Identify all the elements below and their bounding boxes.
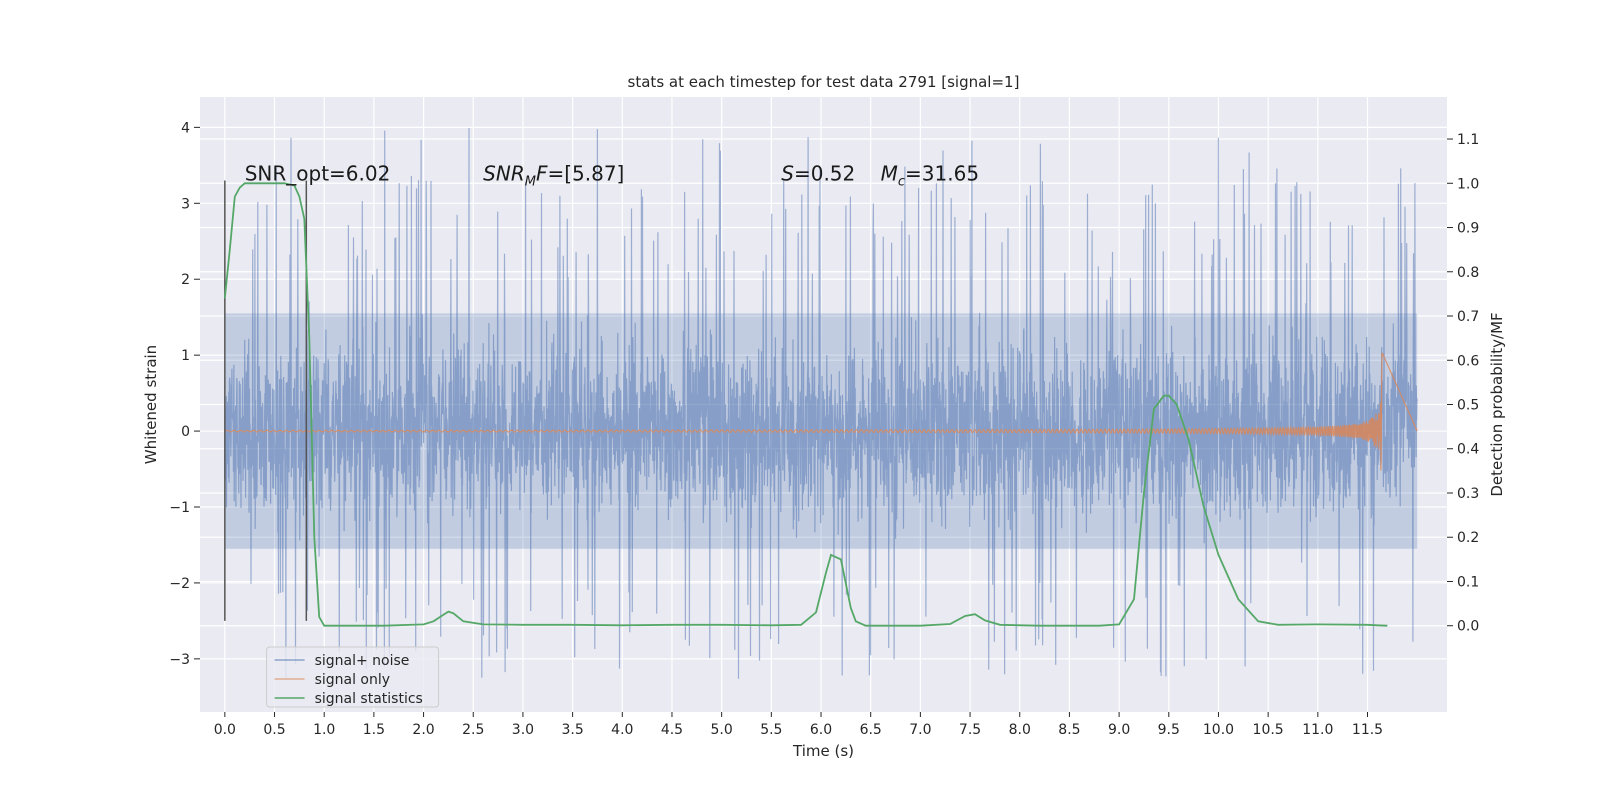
y2-tick-label-8: 0.8 — [1457, 265, 1479, 281]
x-tick-label-16: 8.0 — [1009, 722, 1031, 738]
x-tick-label-19: 9.5 — [1158, 722, 1180, 738]
y2-tick-label-4: 0.4 — [1457, 442, 1479, 458]
y-tick-label-0: −3 — [169, 652, 190, 668]
y-tick-label-3: 0 — [181, 424, 190, 440]
x-tick-label-4: 2.0 — [412, 722, 434, 738]
y-tick-label-6: 3 — [181, 196, 190, 212]
annotation-mc: Mc=31.65 — [881, 162, 979, 190]
y2-axis-label: Detection probability/MF — [1488, 312, 1506, 496]
legend-box — [266, 646, 440, 708]
series-signal-only — [224, 352, 1418, 471]
y-tick-label-2: −1 — [169, 500, 190, 516]
y-tick-label-4: 1 — [181, 348, 190, 364]
x-tick-label-12: 6.0 — [810, 722, 832, 738]
y2-tick-label-3: 0.3 — [1457, 486, 1479, 502]
series-signal-statistics — [223, 182, 1388, 627]
annotations: SNR_opt=6.02 SNRMF=[5.87] S=0.52 Mc=31.6… — [245, 162, 979, 190]
y2-tick-label-2: 0.2 — [1457, 530, 1479, 546]
x-tick-label-14: 7.0 — [909, 722, 931, 738]
x-tick-label-21: 10.5 — [1253, 722, 1284, 738]
x-tick-label-20: 10.0 — [1203, 722, 1234, 738]
x-tick-labels: 0.0 0.5 1.0 1.5 2.0 2.5 3.0 3.5 4.0 4.5 5.0 5.5 6.0 6… — [214, 712, 1383, 738]
annotation-snr-opt: SNR_opt=6.02 — [245, 162, 391, 186]
annotation-s: S=0.52 — [781, 162, 855, 186]
legend: signal+ noise signal only signal statist… — [266, 646, 440, 708]
y2-tick-label-10: 1.0 — [1457, 176, 1479, 192]
legend-label-signal-only: signal only — [315, 672, 390, 688]
plot-area — [223, 128, 1418, 679]
y-tick-labels: −3 −2 −1 0 1 2 3 4 — [169, 120, 200, 668]
legend-label-signal-statistics: signal statistics — [315, 691, 423, 707]
x-tick-label-17: 8.5 — [1058, 722, 1080, 738]
x-tick-label-0: 0.0 — [214, 722, 236, 738]
y2-tick-label-6: 0.6 — [1457, 353, 1479, 369]
x-tick-label-18: 9.0 — [1108, 722, 1130, 738]
x-tick-label-8: 4.0 — [611, 722, 633, 738]
y2-tick-label-5: 0.5 — [1457, 398, 1479, 414]
y2-tick-label-0: 0.0 — [1457, 619, 1479, 635]
y-tick-label-5: 2 — [181, 272, 190, 288]
x-axis-label: Time (s) — [792, 742, 854, 760]
data-layer — [223, 128, 1418, 679]
x-tick-label-6: 3.0 — [512, 722, 534, 738]
x-tick-label-1: 0.5 — [263, 722, 285, 738]
y2-tick-label-9: 0.9 — [1457, 221, 1479, 237]
series-signal-noise — [224, 128, 1418, 679]
y2-tick-label-1: 0.1 — [1457, 574, 1479, 590]
x-tick-label-10: 5.0 — [711, 722, 733, 738]
x-tick-label-5: 2.5 — [462, 722, 484, 738]
y-tick-label-1: −2 — [169, 576, 190, 592]
y-tick-label-7: 4 — [181, 120, 190, 136]
x-tick-label-23: 11.5 — [1352, 722, 1383, 738]
y2-tick-labels: 0.0 0.1 0.2 0.3 0.4 0.5 0.6 0.7 0.8 0.9 1.0 1.1 — [1447, 132, 1479, 635]
x-tick-label-15: 7.5 — [959, 722, 981, 738]
x-tick-label-2: 1.0 — [313, 722, 335, 738]
x-tick-label-11: 5.5 — [760, 722, 782, 738]
y2-tick-label-11: 1.1 — [1457, 132, 1479, 148]
x-tick-label-9: 4.5 — [661, 722, 683, 738]
x-tick-label-13: 6.5 — [860, 722, 882, 738]
y2-tick-label-7: 0.7 — [1457, 309, 1479, 325]
chart-title: stats at each timestep for test data 279… — [628, 73, 1020, 91]
legend-label-signal-noise: signal+ noise — [315, 653, 410, 669]
x-tick-label-7: 3.5 — [561, 722, 583, 738]
y-axis-label: Whitened strain — [142, 345, 160, 464]
series-signal-noise-core — [224, 313, 1418, 549]
annotation-snr-mf: SNRMF=[5.87] — [483, 162, 624, 190]
x-tick-label-3: 1.5 — [363, 722, 385, 738]
x-tick-label-22: 11.0 — [1302, 722, 1333, 738]
